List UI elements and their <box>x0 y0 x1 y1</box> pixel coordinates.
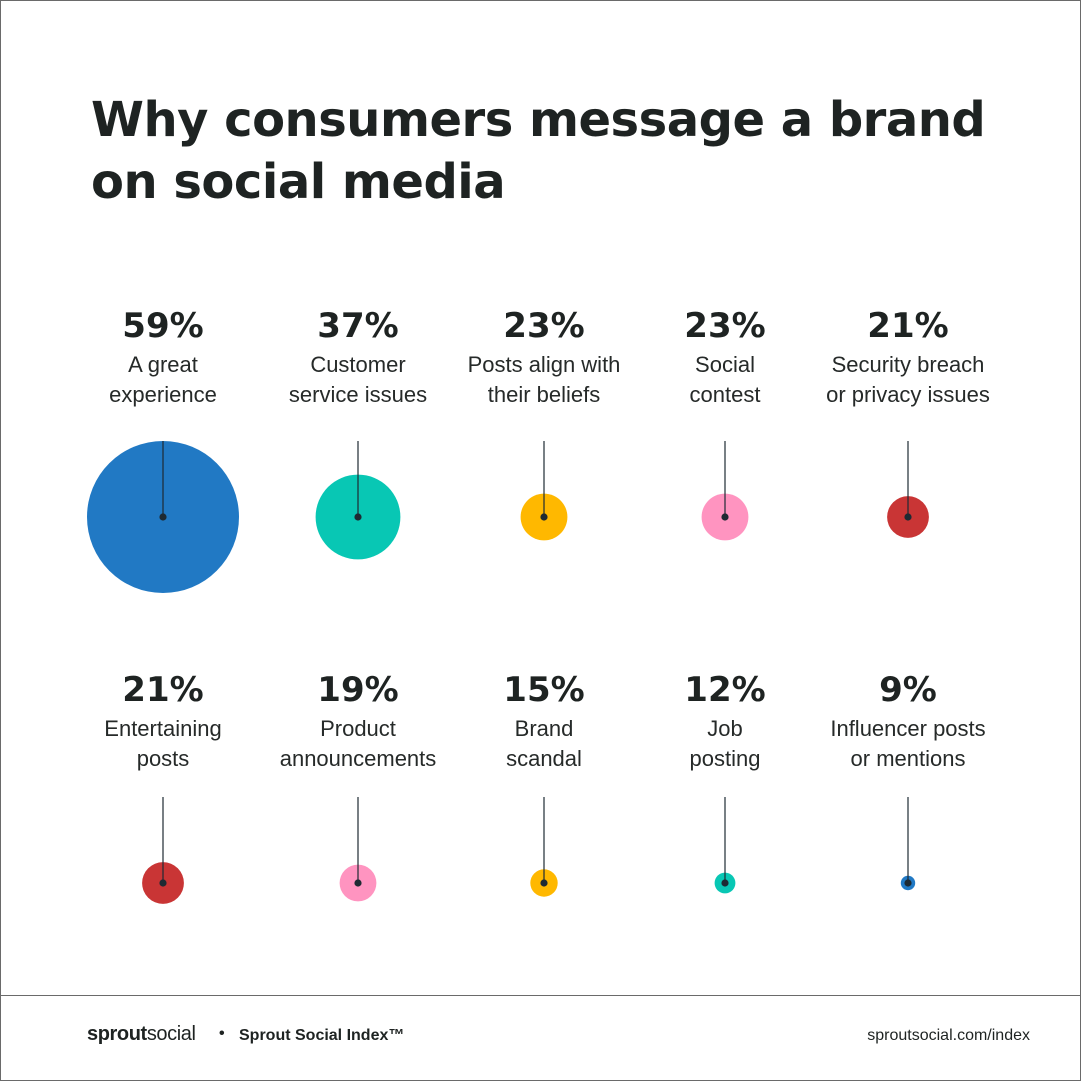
category-label-line2: posting <box>690 746 761 771</box>
category-label-line2: announcements <box>280 746 437 771</box>
bubble-item: 23% Posts align with their beliefs <box>468 306 621 541</box>
center-dot <box>721 513 729 521</box>
category-label-line1: Job <box>707 716 742 741</box>
category-label-line1: Product <box>320 716 396 741</box>
percent-label: 21% <box>867 306 948 346</box>
category-label-line1: Posts align with <box>468 352 621 377</box>
sprout-social-logo: sproutsocial <box>87 1023 196 1046</box>
bubble-item: 21% Entertaining posts <box>104 670 222 904</box>
category-label-line2: or mentions <box>851 746 966 771</box>
footer-divider <box>1 995 1080 996</box>
category-label-line2: scandal <box>506 746 582 771</box>
center-dot <box>540 513 548 521</box>
category-label-line2: service issues <box>289 382 427 407</box>
category-label-line1: Brand <box>515 716 574 741</box>
percent-label: 23% <box>684 306 765 346</box>
category-label-line1: Influencer posts <box>830 716 985 741</box>
percent-label: 15% <box>503 670 584 710</box>
category-label-line1: Social <box>695 352 755 377</box>
category-label-line2: or privacy issues <box>826 382 990 407</box>
center-dot <box>721 879 729 887</box>
footer-url: sproutsocial.com/index <box>867 1027 1030 1044</box>
bubble-item: 15% Brand scandal <box>503 670 585 897</box>
category-label-line1: Entertaining <box>104 716 221 741</box>
category-label-line2: their beliefs <box>488 382 601 407</box>
index-name: Sprout Social Index™ <box>239 1027 405 1044</box>
bubble-item: 9% Influencer posts or mentions <box>830 670 986 891</box>
center-dot <box>904 513 912 521</box>
chart-title: Why consumers message a brand on social … <box>91 92 986 210</box>
bubble-chart: 59% A great experience 37% Customer service i… <box>87 306 990 904</box>
category-label-line2: posts <box>137 746 190 771</box>
center-dot <box>159 879 167 887</box>
center-dot <box>159 513 167 521</box>
center-dot <box>354 879 362 887</box>
bubble-item: 12% Job posting <box>684 670 766 894</box>
bubble-item: 23% Social contest <box>684 306 766 541</box>
logo-word-sprout: sprout <box>87 1023 147 1045</box>
percent-label: 59% <box>122 306 203 346</box>
bubble-item: 19% Product announcements <box>280 670 437 902</box>
category-label-line2: experience <box>109 382 217 407</box>
bubble-item: 21% Security breach or privacy issues <box>826 306 990 538</box>
bubble-item: 37% Customer service issues <box>289 306 427 560</box>
center-dot <box>354 513 362 521</box>
bubble-item: 59% A great experience <box>87 306 239 593</box>
center-dot <box>904 879 912 887</box>
category-label-line1: A great <box>128 352 198 377</box>
percent-label: 19% <box>317 670 398 710</box>
percent-label: 21% <box>122 670 203 710</box>
center-dot <box>540 879 548 887</box>
percent-label: 37% <box>317 306 398 346</box>
category-label-line2: contest <box>690 382 761 407</box>
footer-separator: • <box>219 1025 225 1042</box>
category-label-line1: Security breach <box>832 352 985 377</box>
percent-label: 12% <box>684 670 765 710</box>
percent-label: 9% <box>879 670 937 710</box>
category-label-line1: Customer <box>310 352 405 377</box>
percent-label: 23% <box>503 306 584 346</box>
logo-word-social: social <box>146 1023 196 1045</box>
